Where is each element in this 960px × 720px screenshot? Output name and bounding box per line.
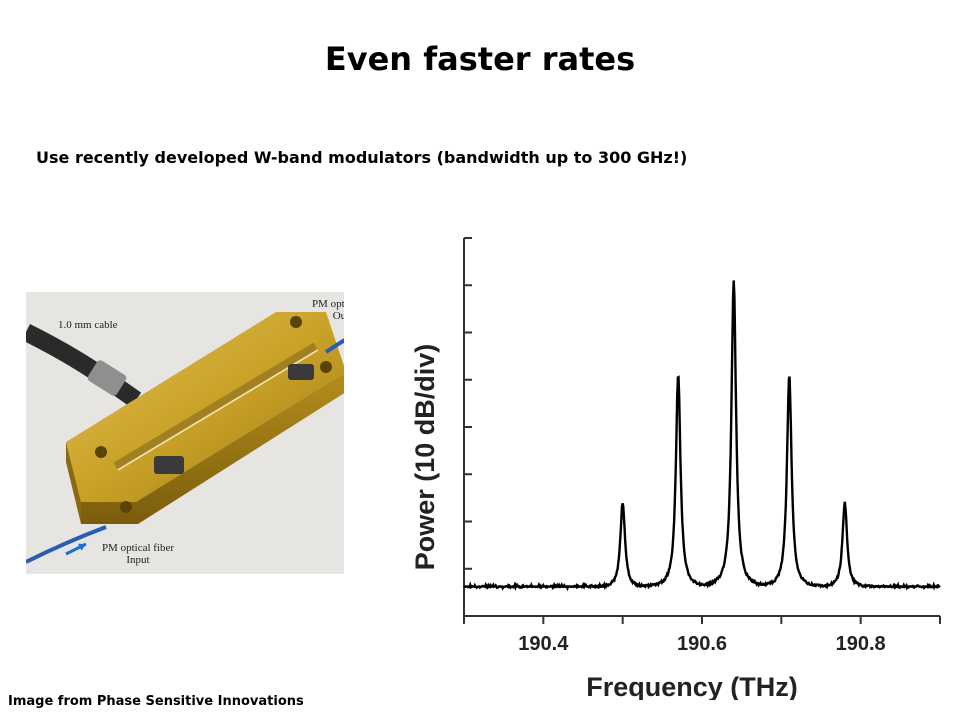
input-chip (154, 456, 184, 474)
x-tick-label: 190.8 (836, 633, 886, 655)
image-credit: Image from Phase Sensitive Innovations (8, 694, 304, 709)
input-fiber-label: PM optical fiber Input (88, 542, 188, 566)
input-arrow-head (78, 543, 86, 551)
x-axis-label: Frequency (THz) (586, 672, 798, 700)
y-axis-label: Power (10 dB/div) (410, 344, 440, 571)
modulator-photo: 1.0 mm cable PM optical fiber Output PM … (26, 292, 394, 574)
slide-title: Even faster rates (324, 40, 636, 78)
slide-subtitle: Use recently developed W-band modulators… (36, 148, 688, 167)
modulator-illustration (26, 310, 394, 564)
cable-connector (87, 360, 127, 396)
input-fiber (26, 525, 107, 564)
spectrum-svg: 190.4 190.6 190.8 Frequency (THz) Power (10 … (410, 237, 941, 702)
output-chip (288, 364, 314, 380)
input-label-line2: Input (126, 554, 150, 566)
input-label-line1: PM optical fiber (101, 542, 175, 554)
cable-label: 1.0 mm cable (58, 319, 118, 331)
x-tick-label: 190.6 (677, 633, 727, 655)
gold-block-front (81, 372, 346, 524)
spectrum-trace (463, 280, 941, 592)
x-tick-label: 190.4 (518, 633, 569, 655)
spectrum-chart: 190.4 190.6 190.8 Frequency (THz) Power (10 … (344, 180, 960, 702)
